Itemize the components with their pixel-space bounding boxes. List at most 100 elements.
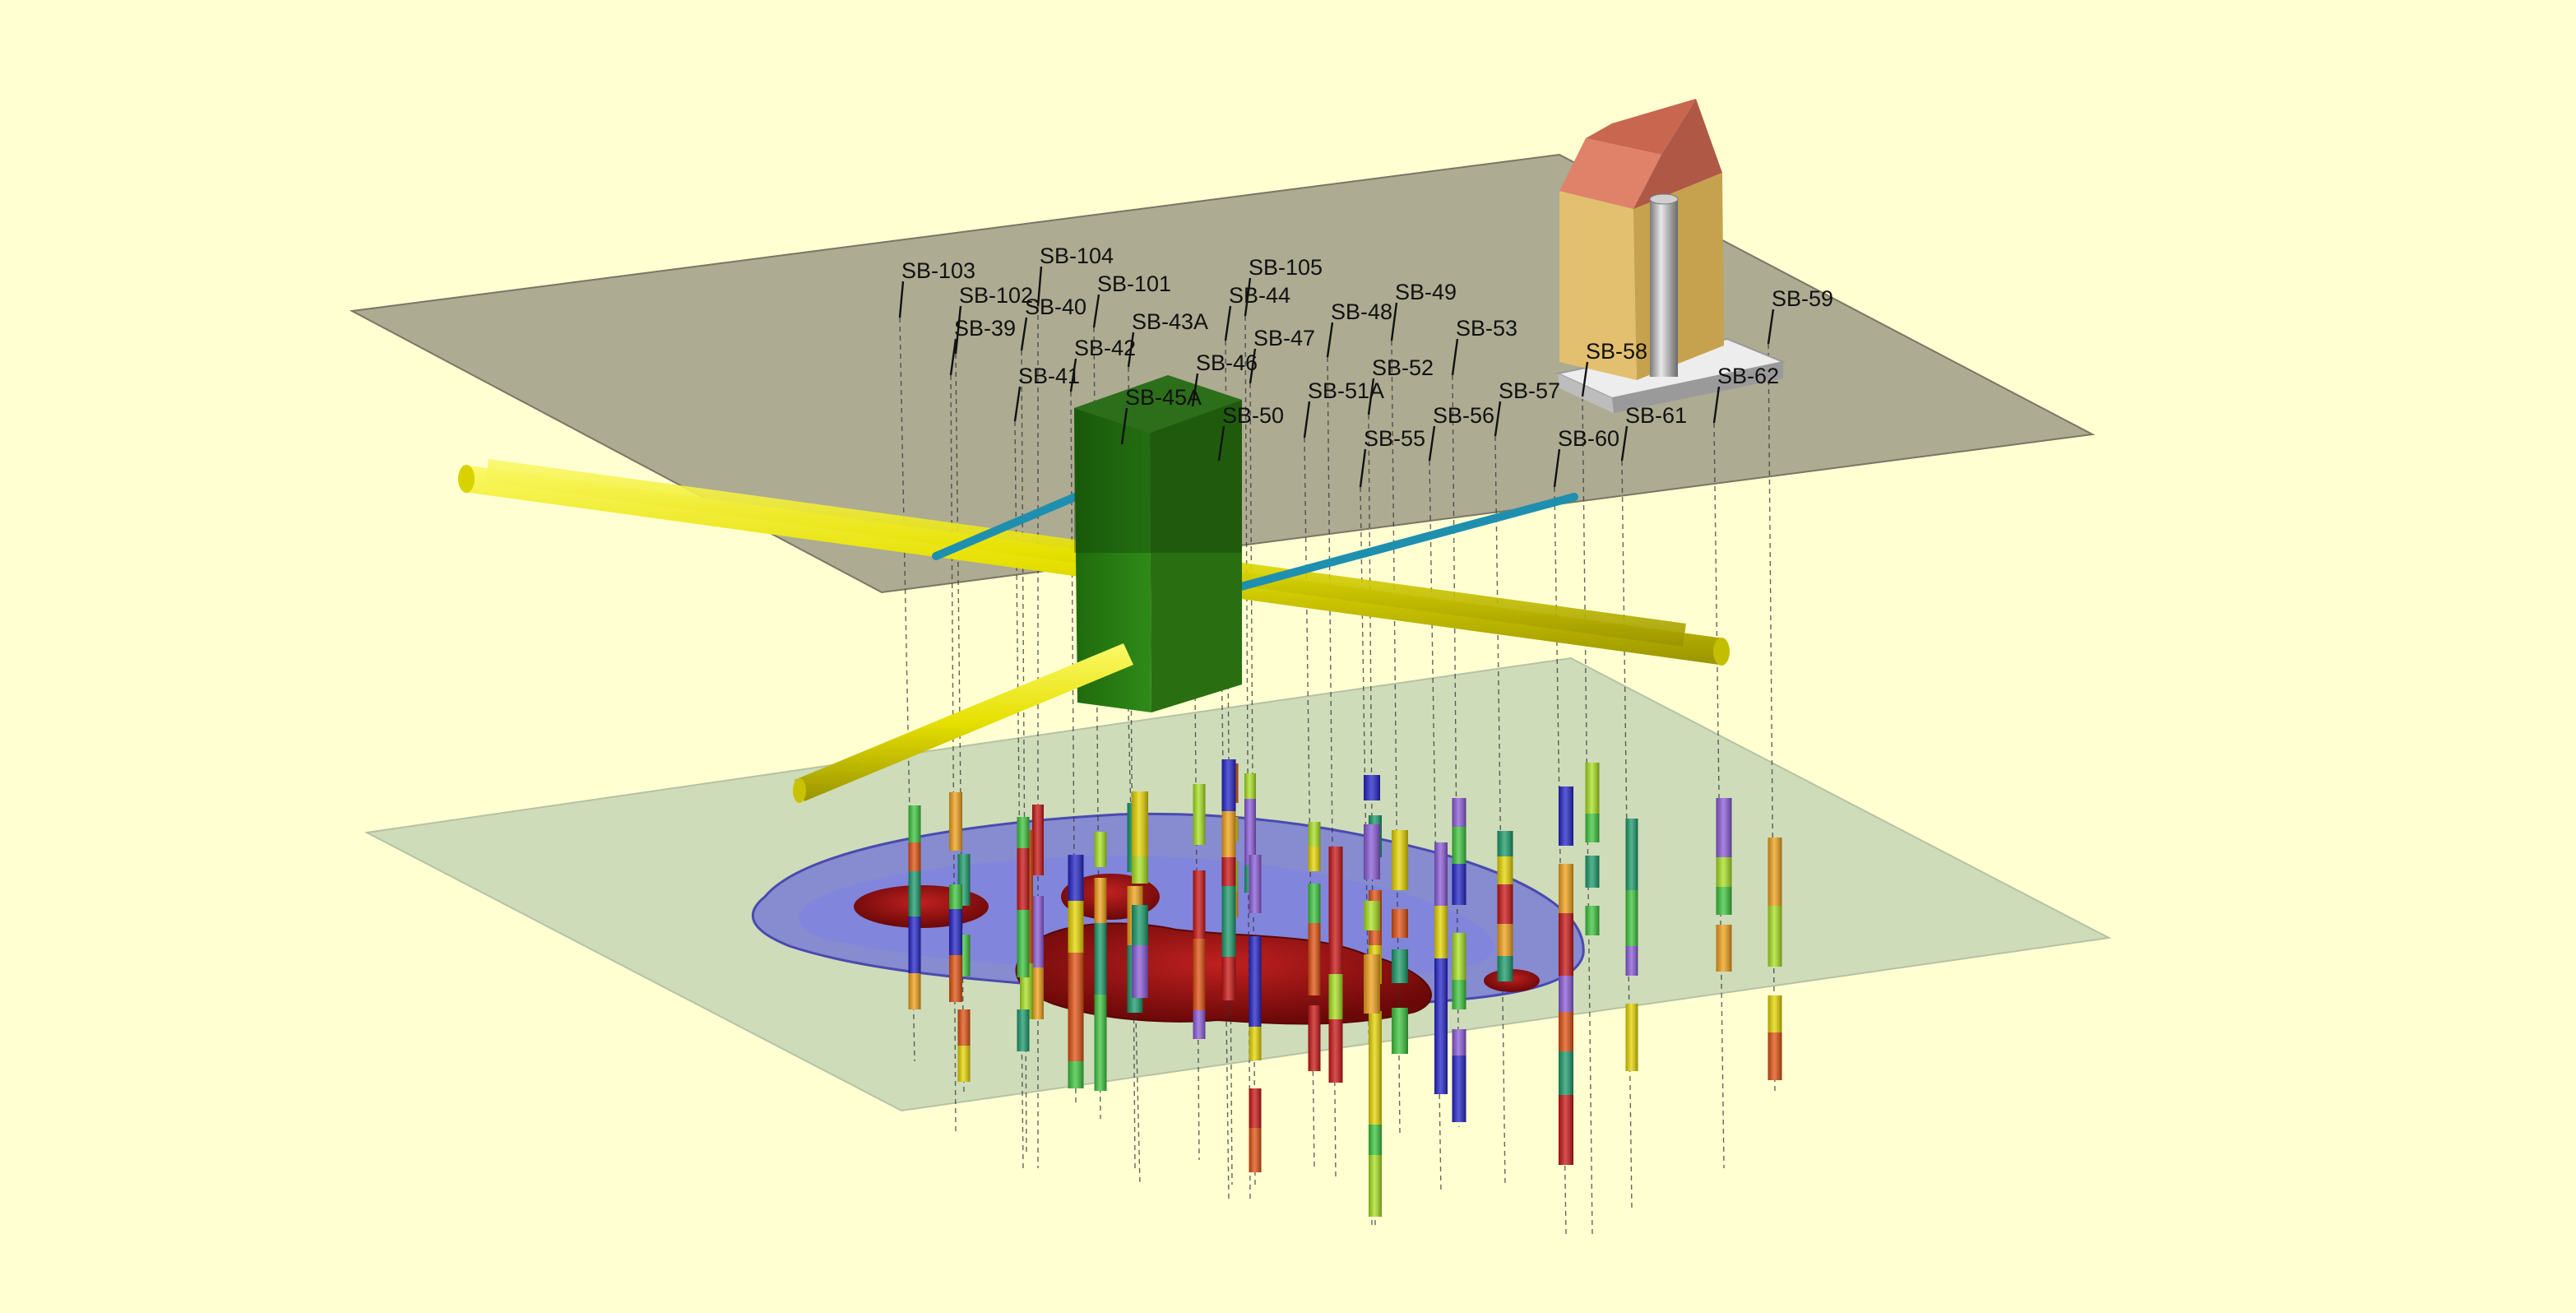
- boring-trace: [1554, 486, 1567, 1235]
- sample-interval-shading: [1585, 814, 1600, 842]
- boring-label-sb-42[interactable]: SB-42: [1069, 336, 1136, 392]
- sample-interval-shading: [1132, 856, 1148, 884]
- sample-interval-shading: [1221, 857, 1236, 886]
- boring-label-sb-62[interactable]: SB-62: [1712, 364, 1779, 424]
- boring-id-text: SB-105: [1249, 255, 1323, 280]
- sample-interval-shading: [1193, 870, 1206, 939]
- boring-label-sb-41[interactable]: SB-41: [1013, 364, 1080, 422]
- sample-interval-shading: [1369, 1155, 1382, 1217]
- sample-interval-shading: [1364, 954, 1380, 1014]
- well-screen-column: [1497, 831, 1513, 981]
- sample-interval-shading: [1221, 759, 1236, 811]
- boring-label-sb-61[interactable]: SB-61: [1620, 403, 1687, 462]
- well-screen-column: [1193, 784, 1206, 1039]
- sample-interval-shading: [1452, 933, 1466, 980]
- sample-interval-shading: [1094, 995, 1107, 1044]
- sample-interval-shading: [1768, 906, 1782, 967]
- sample-interval-shading: [1559, 786, 1573, 846]
- well-screen-column: [1364, 775, 1380, 1014]
- boring-label-sb-105[interactable]: SB-105: [1244, 255, 1323, 317]
- boring-label-sb-40[interactable]: SB-40: [1020, 295, 1086, 351]
- label-leader-line: [1767, 309, 1775, 345]
- boring-label-sb-102[interactable]: SB-102: [954, 283, 1033, 355]
- label-leader-line: [1390, 302, 1398, 341]
- boring-label-sb-55[interactable]: SB-55: [1359, 426, 1425, 488]
- boring-label-sb-45a[interactable]: SB-45A: [1120, 385, 1202, 445]
- boring-label-sb-52[interactable]: SB-52: [1367, 355, 1434, 415]
- boring-trace: [1494, 435, 1506, 1185]
- label-leader-line: [1553, 448, 1561, 488]
- sample-interval-shading: [1559, 1095, 1573, 1165]
- well-screen-column: [949, 792, 962, 1002]
- boring-id-text: SB-39: [954, 316, 1016, 341]
- label-leader-line: [1191, 373, 1199, 407]
- label-leader-line: [1127, 332, 1135, 368]
- well-screen-column: [1434, 842, 1448, 1094]
- label-leader-line: [1451, 338, 1459, 376]
- boring-label-sb-58[interactable]: SB-58: [1581, 339, 1647, 397]
- boring-label-sb-46[interactable]: SB-46: [1191, 350, 1258, 407]
- sample-interval-shading: [1585, 906, 1600, 935]
- boring-label-sb-48[interactable]: SB-48: [1326, 299, 1392, 358]
- sample-interval-shading: [1249, 936, 1262, 977]
- label-leader-line: [1217, 425, 1225, 462]
- boring-label-sb-103[interactable]: SB-103: [898, 258, 975, 318]
- boring-label-sb-60[interactable]: SB-60: [1553, 426, 1619, 488]
- sample-interval-shading: [1193, 939, 1206, 1010]
- sample-interval-shading: [1559, 864, 1573, 913]
- sample-interval-shading: [1452, 864, 1466, 905]
- well-screen-column: [1559, 786, 1573, 1165]
- boring-id-text: SB-47: [1253, 326, 1315, 350]
- sample-interval-shading: [1068, 1014, 1084, 1061]
- sample-interval-shading: [949, 955, 962, 1002]
- boring-id-text: SB-57: [1499, 378, 1560, 403]
- boring-label-sb-101[interactable]: SB-101: [1092, 271, 1171, 328]
- boring-label-sb-39[interactable]: SB-39: [949, 316, 1016, 376]
- boring-id-text: SB-55: [1364, 426, 1425, 451]
- boring-label-sb-104[interactable]: SB-104: [1036, 244, 1114, 307]
- boring-id-text: SB-58: [1586, 339, 1647, 364]
- boring-id-text: SB-52: [1372, 355, 1434, 380]
- boring-label-sb-43a[interactable]: SB-43A: [1127, 309, 1208, 368]
- sample-interval-shading: [1308, 923, 1321, 995]
- sample-interval-shading: [1017, 910, 1030, 977]
- label-leader-line: [949, 338, 957, 376]
- boring-label-sb-57[interactable]: SB-57: [1494, 378, 1560, 437]
- boring-label-sb-53[interactable]: SB-53: [1451, 316, 1517, 376]
- boring-label-sb-44[interactable]: SB-44: [1224, 283, 1290, 341]
- well-screen-column: [1392, 830, 1408, 1054]
- boring-label-sb-50[interactable]: SB-50: [1217, 403, 1284, 462]
- label-leader-line: [1249, 348, 1257, 384]
- boring-trace: [1391, 340, 1401, 1136]
- boring-label-sb-56[interactable]: SB-56: [1428, 403, 1494, 462]
- label-leader-line: [1069, 358, 1077, 392]
- sample-interval-shading: [1132, 945, 1148, 998]
- boring-label-sb-59[interactable]: SB-59: [1767, 286, 1833, 345]
- boring-id-text: SB-41: [1018, 364, 1080, 388]
- boring-id-text: SB-53: [1456, 316, 1517, 341]
- well-screen-column: [1132, 791, 1148, 998]
- boring-trace: [1128, 366, 1136, 1169]
- boring-id-text: SB-102: [959, 283, 1033, 308]
- sample-interval-shading: [1068, 901, 1084, 953]
- boring-label-sb-49[interactable]: SB-49: [1390, 280, 1457, 341]
- boring-trace: [1014, 420, 1024, 1169]
- boring-label-sb-47[interactable]: SB-47: [1249, 326, 1315, 384]
- boring-sample-intervals: [908, 759, 1782, 1217]
- label-leader-line: [1036, 266, 1043, 307]
- well-screen-column: [1094, 832, 1107, 1091]
- label-leader-line: [1244, 277, 1252, 317]
- boring-id-text: SB-43A: [1132, 309, 1208, 334]
- boring-label-sb-51a[interactable]: SB-51A: [1303, 378, 1384, 438]
- sample-interval-shading: [1308, 1005, 1321, 1071]
- label-leader-line: [1367, 378, 1375, 415]
- sample-interval-shading: [957, 1046, 971, 1082]
- sample-interval-shading: [1768, 995, 1782, 1032]
- label-leader-line: [1428, 425, 1436, 462]
- sample-interval-shading: [1434, 1058, 1448, 1094]
- label-leader-line: [1013, 386, 1022, 422]
- sample-interval-shading: [1716, 925, 1732, 972]
- well-screen-column: [1625, 819, 1638, 1071]
